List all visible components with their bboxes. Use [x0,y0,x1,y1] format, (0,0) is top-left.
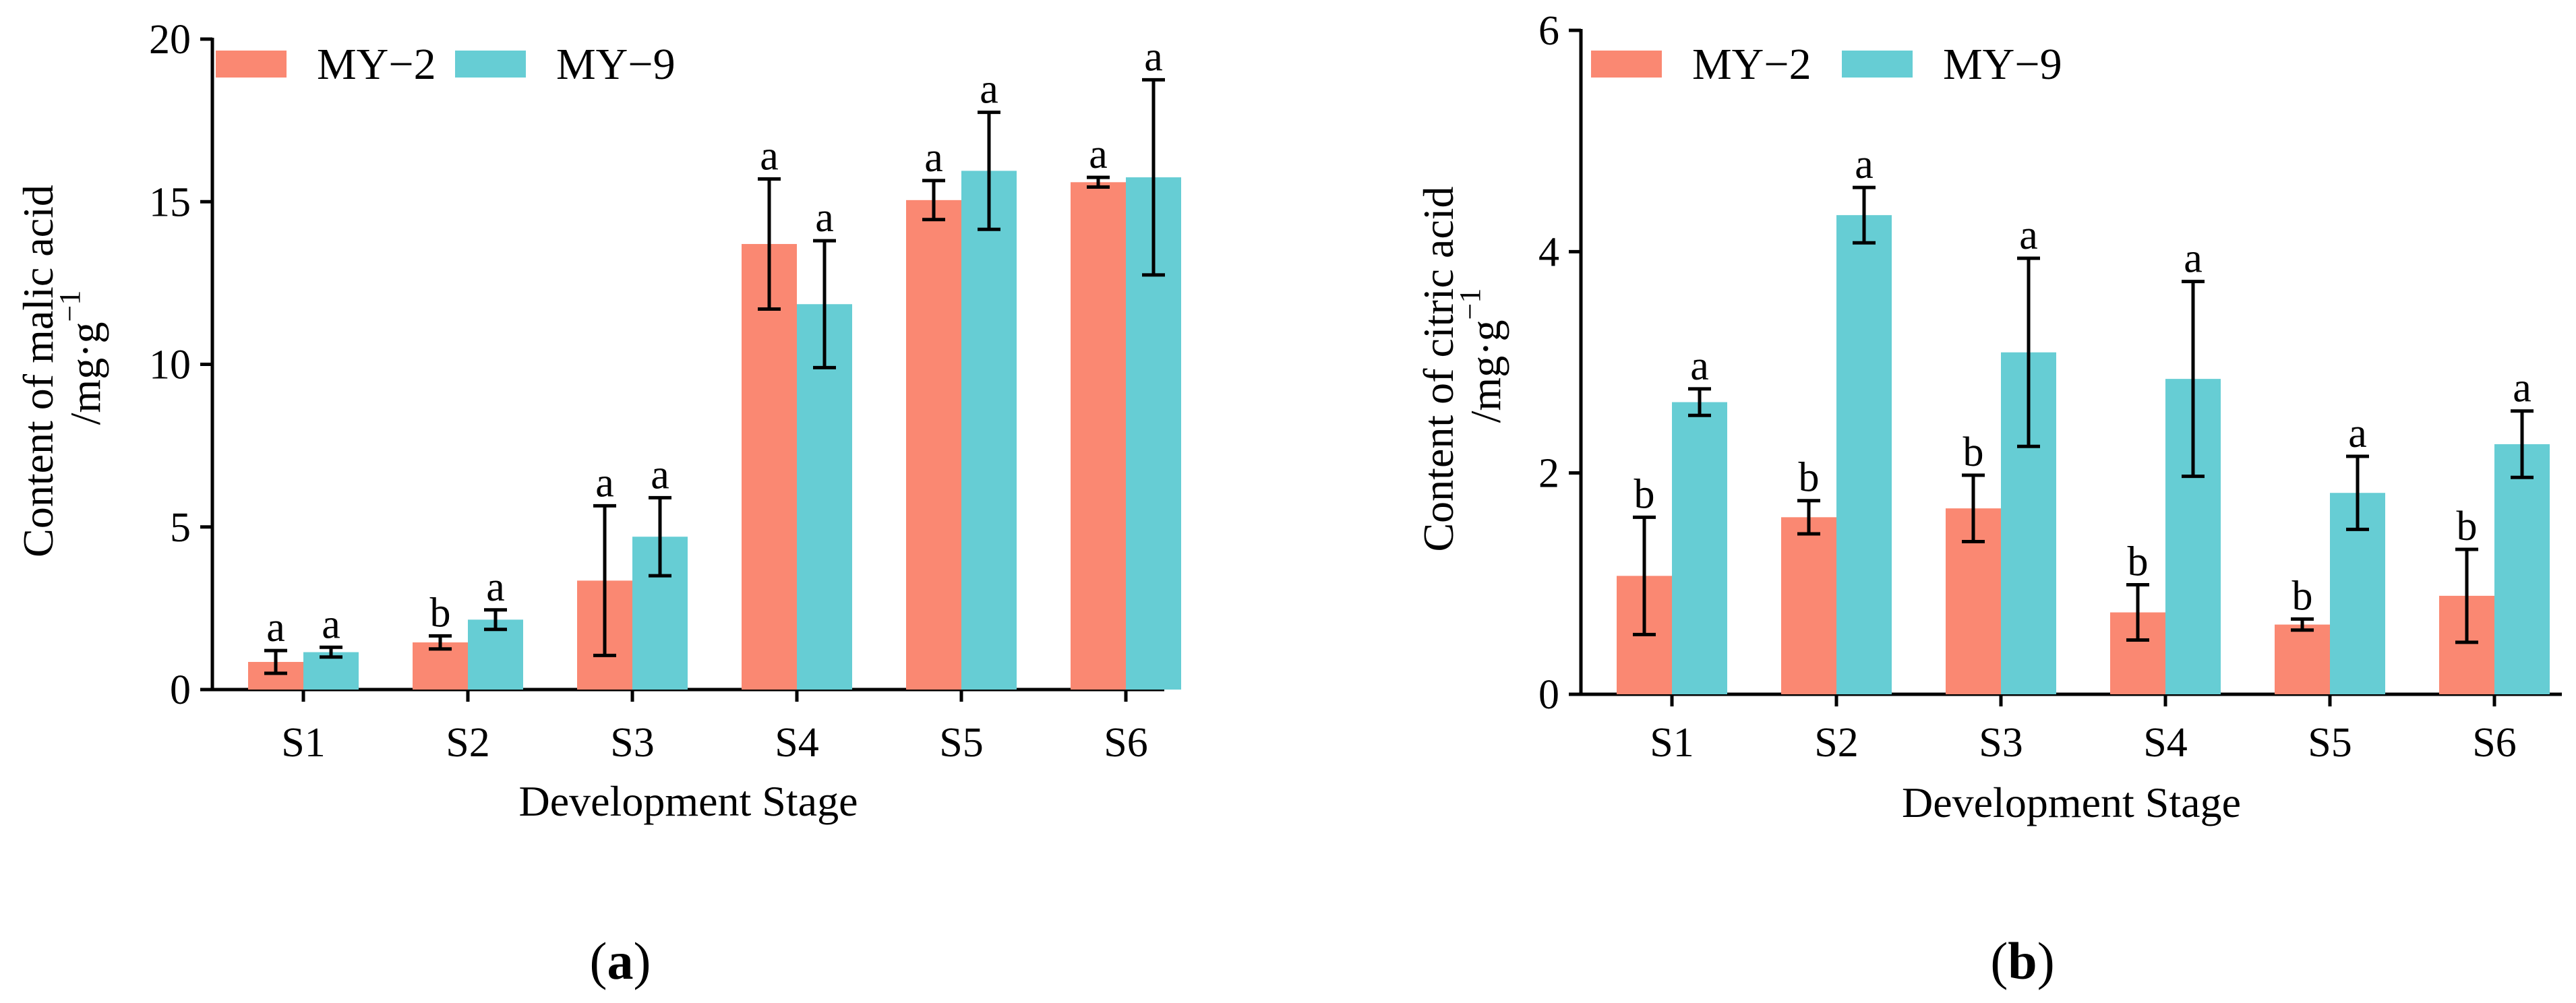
chart-panel-b: 0 2 4 6 S1 b a S2 b a S3 b a S4 b a S5 b a S6 b a MY−2 MY−9 Deve… [1414,8,2562,990]
y-tick-label: 10 [149,342,191,388]
bar [1836,215,1892,694]
significance-letter: a [322,601,340,647]
legend-swatch [1591,51,1662,78]
panel-caption: (a) [590,932,651,990]
x-tick-label: S3 [1979,720,2023,766]
x-tick-label: S5 [2308,720,2352,766]
caption-close-paren: ) [2037,932,2055,990]
y-axis-label: Content of citric acid [1414,186,1462,551]
x-tick-label: S2 [446,720,489,766]
x-tick-label: S4 [775,720,818,766]
x-tick-label: S1 [1650,720,1694,766]
significance-letter: a [2019,212,2038,258]
significance-letter: b [2128,539,2149,584]
significance-letter: a [924,135,943,181]
bar [468,619,523,690]
significance-letter: a [486,564,505,610]
y-tick-label: 0 [170,667,191,713]
significance-letter: b [1963,429,1984,475]
caption-open-paren: ( [1990,932,2008,990]
significance-letter: a [651,452,669,497]
significance-letter: a [1144,34,1163,80]
significance-letter: a [760,133,779,179]
x-tick-label: S1 [281,720,325,766]
significance-letter: b [1799,455,1820,501]
significance-letter: a [595,460,614,506]
bar [2275,624,2330,694]
caption-close-paren: ) [634,932,651,990]
y-axis-unit: /mg·g−1 [1454,288,1509,423]
significance-letter: b [430,590,451,636]
significance-letter: b [2292,573,2313,619]
significance-letter: a [1690,343,1709,389]
y-axis-unit-base: /mg·g [1462,320,1509,423]
bar [742,243,797,690]
y-axis-label: Content of malic acid [14,185,62,557]
bar [961,171,1017,690]
legend-swatch [455,51,526,78]
significance-letter: a [815,195,834,241]
caption-letter: b [2008,932,2037,990]
bar [1781,517,1836,694]
significance-letter: a [266,605,285,650]
y-tick-label: 0 [1538,672,1559,718]
bar [1672,402,1727,694]
y-tick-label: 5 [170,505,191,551]
significance-letter: a [2348,411,2367,456]
significance-letter: a [2513,365,2532,411]
significance-letter: a [1855,142,1874,187]
x-tick-label: S2 [1814,720,1858,766]
legend-label: MY−9 [556,40,676,89]
caption-open-paren: ( [590,932,607,990]
legend-label: MY−9 [1943,40,2062,89]
y-axis-unit-base: /mg·g [61,322,109,425]
y-axis-unit: /mg·g−1 [53,291,109,425]
bar [906,200,961,690]
y-tick-label: 20 [149,17,191,63]
significance-letter: a [1089,131,1108,177]
bar [1071,182,1126,690]
significance-letter: a [980,67,998,113]
legend-label: MY−2 [1692,40,1811,89]
legend-label: MY−2 [317,40,436,89]
y-axis-unit-exponent: −1 [1454,288,1487,320]
significance-letter: b [1634,471,1655,517]
bar [2494,444,2550,694]
legend-swatch [216,51,287,78]
y-tick-label: 6 [1538,8,1559,54]
significance-letter: a [2184,236,2203,282]
x-tick-label: S6 [1104,720,1147,766]
panel-caption: (b) [1990,932,2054,990]
x-tick-label: S6 [2472,720,2516,766]
x-tick-label: S3 [610,720,654,766]
caption-letter: a [607,932,634,990]
significance-letter: b [2457,504,2478,549]
y-tick-label: 15 [149,179,191,225]
legend-swatch [1842,51,1913,78]
x-tick-label: S5 [939,720,983,766]
x-tick-label: S4 [2143,720,2187,766]
x-axis-label: Development Stage [519,777,858,825]
y-axis-unit-exponent: −1 [53,291,86,322]
x-axis-label: Development Stage [1902,779,2241,826]
y-tick-label: 2 [1538,451,1559,497]
y-tick-label: 4 [1538,229,1559,275]
